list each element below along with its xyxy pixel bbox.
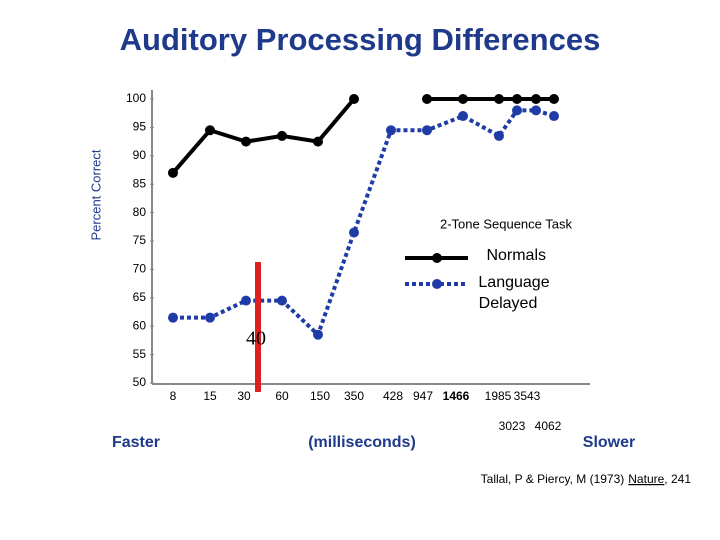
point xyxy=(349,227,359,238)
x-tick-label: 1985 xyxy=(485,389,512,403)
point xyxy=(531,94,541,104)
x-tick-label: 1466 xyxy=(443,389,470,403)
point xyxy=(168,167,178,178)
point xyxy=(458,111,468,122)
legend-label: Language Delayed xyxy=(478,274,549,312)
legend-marker xyxy=(432,253,442,263)
point xyxy=(349,94,359,104)
point xyxy=(512,94,522,104)
series-line xyxy=(171,97,356,175)
x-tick-label: 4062 xyxy=(535,419,562,433)
y-tick-label: 50 xyxy=(133,375,147,389)
x-tick-label: 947 xyxy=(413,389,433,403)
left-note: Faster xyxy=(112,434,160,451)
point xyxy=(241,295,251,306)
y-tick-label: 90 xyxy=(133,148,147,162)
x-tick-label: 428 xyxy=(383,389,403,403)
x-tick-label: 150 xyxy=(310,389,330,403)
citation-journal: Nature xyxy=(628,472,664,486)
point xyxy=(494,130,504,141)
legend-label-line: Language xyxy=(478,274,549,291)
y-tick-label: 65 xyxy=(133,290,147,304)
annotation-bar xyxy=(255,262,261,392)
annotation-label: 40 xyxy=(246,328,266,350)
point xyxy=(549,111,559,122)
point xyxy=(277,295,287,306)
citation: Tallal, P & Piercy, M (1973) Nature, 241 xyxy=(481,472,692,486)
point xyxy=(313,329,323,340)
point xyxy=(494,94,504,104)
legend-marker xyxy=(432,279,442,289)
point xyxy=(549,94,559,104)
x-tick-label: 30 xyxy=(237,389,251,403)
y-tick-label: 55 xyxy=(133,347,147,361)
y-tick-label: 80 xyxy=(133,205,147,219)
point xyxy=(512,105,522,116)
point xyxy=(531,105,541,116)
chart-title: Auditory Processing Differences xyxy=(120,22,601,57)
y-tick-label: 95 xyxy=(133,120,147,134)
point xyxy=(168,312,178,323)
point xyxy=(458,94,468,104)
y-tick-label: 85 xyxy=(133,176,147,190)
point xyxy=(241,136,251,147)
legend-label-line: Delayed xyxy=(479,295,538,312)
point xyxy=(277,130,287,141)
y-tick-label: 100 xyxy=(126,91,146,105)
legend-title: 2-Tone Sequence Task xyxy=(440,216,573,231)
x-tick-label: 60 xyxy=(275,389,289,403)
right-note: Slower xyxy=(583,434,635,451)
citation-volume: , 241 xyxy=(664,472,691,486)
y-tick-label: 70 xyxy=(133,262,147,276)
citation-authors: Tallal, P & Piercy, M (1973) xyxy=(481,472,625,486)
x-tick-label: 350 xyxy=(344,389,364,403)
y-tick-label: 60 xyxy=(133,318,147,332)
x-unit: (milliseconds) xyxy=(308,434,416,451)
x-tick-label: 15 xyxy=(203,389,217,403)
point xyxy=(205,312,215,323)
y-axis-label: Percent Correct xyxy=(88,149,103,240)
point xyxy=(205,125,215,136)
x-tick-label: 3023 xyxy=(499,419,526,433)
legend-label: Normals xyxy=(486,247,546,264)
point xyxy=(422,125,432,136)
x-tick-label: 8 xyxy=(170,389,177,403)
y-tick-label: 75 xyxy=(133,233,147,247)
point xyxy=(422,94,432,104)
x-tick-label: 3543 xyxy=(514,389,541,403)
point xyxy=(313,136,323,147)
point xyxy=(386,125,396,136)
